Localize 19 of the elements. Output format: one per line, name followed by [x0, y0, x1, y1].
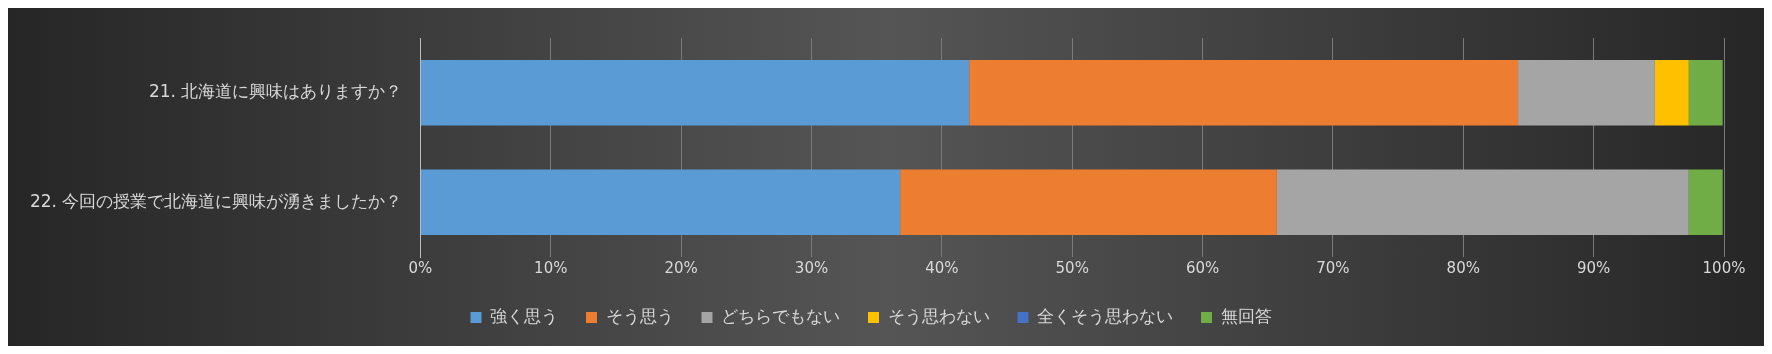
x-tick-label: 0% — [408, 258, 433, 277]
y-tick-label: 21. 北海道に興味はありますか？ — [148, 81, 403, 102]
x-tick-label: 80% — [1446, 258, 1480, 277]
y-tick-label: 22. 今回の授業で北海道に興味が湧きましたか？ — [29, 190, 403, 211]
legend-label: 全くそう思わない — [1037, 305, 1173, 326]
x-tick-label: 70% — [1316, 258, 1350, 277]
legend-label: 強く思う — [490, 305, 558, 326]
x-tick-label: 60% — [1185, 258, 1220, 277]
x-tick-label: 90% — [1576, 258, 1611, 277]
legend-label: どちらでもない — [721, 305, 840, 326]
x-tick-label: 40% — [925, 258, 959, 277]
legend-label: そう思う — [605, 305, 674, 326]
x-tick-label: 30% — [794, 258, 829, 277]
legend-label: 無回答 — [1220, 305, 1272, 326]
x-tick-label: 50% — [1055, 258, 1089, 277]
x-tick-label: 10% — [534, 258, 568, 277]
legend-label: そう思わない — [887, 305, 990, 326]
x-tick-label: 20% — [664, 258, 698, 277]
x-tick-label: 100% — [1702, 258, 1746, 277]
